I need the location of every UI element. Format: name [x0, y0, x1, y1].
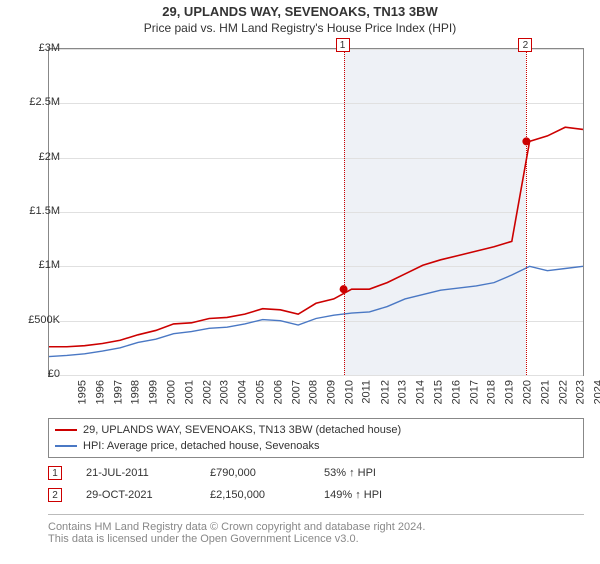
event-row: 1 21-JUL-2011 £790,000 53% ↑ HPI	[48, 462, 584, 484]
x-axis-label: 2012	[379, 380, 391, 404]
x-axis-label: 2007	[290, 380, 302, 404]
event-marker: 2	[48, 488, 62, 502]
legend-label: 29, UPLANDS WAY, SEVENOAKS, TN13 3BW (de…	[83, 424, 401, 436]
event-price: £790,000	[210, 467, 300, 479]
x-axis-label: 2003	[219, 380, 231, 404]
x-axis-label: 1995	[76, 380, 88, 404]
marker-label: 2	[518, 38, 532, 52]
x-axis-label: 2011	[360, 380, 372, 404]
x-axis-label: 1997	[112, 380, 124, 404]
y-axis-label: £500K	[28, 314, 60, 326]
x-axis-label: 2021	[539, 380, 551, 404]
chart-title: 29, UPLANDS WAY, SEVENOAKS, TN13 3BW	[0, 4, 600, 19]
x-axis-label: 2014	[415, 380, 427, 404]
chart-subtitle: Price paid vs. HM Land Registry's House …	[0, 21, 600, 35]
x-axis-label: 2019	[504, 380, 516, 404]
y-axis-label: £2M	[39, 151, 60, 163]
event-marker: 1	[48, 466, 62, 480]
x-axis-label: 2000	[165, 380, 177, 404]
legend-swatch	[55, 429, 77, 431]
y-axis-label: £2.5M	[29, 96, 60, 108]
x-axis-label: 2022	[557, 380, 569, 404]
x-axis-label: 2006	[272, 380, 284, 404]
series-line	[49, 266, 583, 356]
gridline	[49, 375, 583, 376]
x-axis-label: 2024	[593, 380, 600, 404]
x-axis-label: 2016	[450, 380, 462, 404]
event-date: 29-OCT-2021	[86, 489, 186, 501]
x-axis-label: 2020	[521, 380, 533, 404]
event-date: 21-JUL-2011	[86, 467, 186, 479]
marker-label: 1	[336, 38, 350, 52]
events-table: 1 21-JUL-2011 £790,000 53% ↑ HPI 2 29-OCT-202…	[48, 462, 584, 506]
footnote: Contains HM Land Registry data © Crown c…	[48, 514, 584, 545]
event-hpi: 53% ↑ HPI	[324, 467, 424, 479]
marker-vline	[344, 49, 345, 375]
x-axis-label: 2010	[343, 380, 355, 404]
legend-swatch	[55, 445, 77, 447]
event-row: 2 29-OCT-2021 £2,150,000 149% ↑ HPI	[48, 484, 584, 506]
x-axis-label: 2004	[237, 380, 249, 404]
event-hpi: 149% ↑ HPI	[324, 489, 424, 501]
x-axis-label: 2018	[486, 380, 498, 404]
x-axis-label: 2008	[308, 380, 320, 404]
x-axis-label: 2013	[397, 380, 409, 404]
legend-item: 29, UPLANDS WAY, SEVENOAKS, TN13 3BW (de…	[55, 422, 577, 438]
x-axis-label: 2002	[201, 380, 213, 404]
legend-item: HPI: Average price, detached house, Seve…	[55, 438, 577, 454]
legend-label: HPI: Average price, detached house, Seve…	[83, 440, 319, 452]
x-axis-label: 2017	[468, 380, 480, 404]
y-axis-label: £1M	[39, 259, 60, 271]
x-axis-label: 2005	[254, 380, 266, 404]
series-line	[49, 127, 583, 347]
legend-box: 29, UPLANDS WAY, SEVENOAKS, TN13 3BW (de…	[48, 418, 584, 458]
event-price: £2,150,000	[210, 489, 300, 501]
y-axis-label: £0	[48, 368, 60, 380]
y-axis-label: £3M	[39, 42, 60, 54]
marker-vline	[526, 49, 527, 375]
x-axis-label: 2023	[575, 380, 587, 404]
x-axis-label: 2001	[183, 380, 195, 404]
x-axis-label: 1999	[148, 380, 160, 404]
x-axis-label: 1998	[130, 380, 142, 404]
plot-area	[48, 48, 584, 376]
y-axis-label: £1.5M	[29, 205, 60, 217]
x-axis-label: 2015	[432, 380, 444, 404]
chart-container: 29, UPLANDS WAY, SEVENOAKS, TN13 3BW Pri…	[0, 4, 600, 564]
x-axis-label: 2009	[326, 380, 338, 404]
footnote-line: Contains HM Land Registry data © Crown c…	[48, 521, 584, 533]
chart-svg	[49, 49, 583, 375]
footnote-line: This data is licensed under the Open Gov…	[48, 533, 584, 545]
x-axis-label: 1996	[94, 380, 106, 404]
